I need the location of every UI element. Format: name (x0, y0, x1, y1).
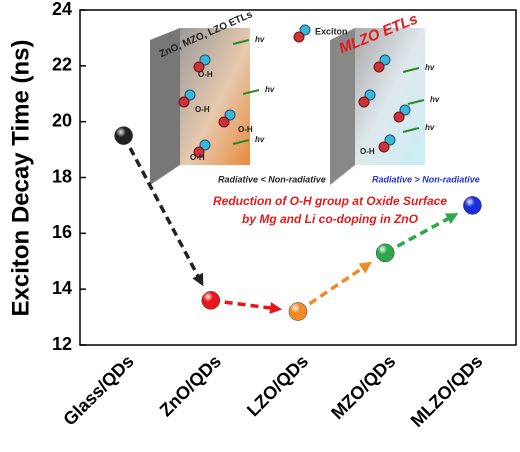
exciton-electron (379, 54, 391, 66)
trend-arrow (308, 264, 367, 306)
slab-side (150, 28, 180, 185)
photon-arrow (232, 139, 250, 145)
y-tick-label: 20 (52, 110, 72, 130)
group-label: O-H (238, 125, 253, 134)
legend-label: Exciton (315, 26, 348, 36)
right-caption: Radiative > Non-radiative (372, 174, 480, 184)
group-label: O-H (198, 70, 213, 79)
exciton-electron (199, 139, 211, 151)
point-shine (463, 196, 482, 215)
trend-arrow (224, 300, 275, 311)
arrow-head (358, 261, 372, 274)
exciton-hole (193, 146, 205, 158)
exciton-hole (178, 96, 190, 108)
arrow-head (192, 272, 204, 287)
photon-label: hv (425, 63, 435, 72)
group-label: O-H (195, 105, 210, 114)
trend-arrow (396, 215, 453, 248)
y-tick-label: 18 (52, 166, 72, 186)
exciton-electron (399, 104, 411, 116)
group-label: O-H (190, 153, 205, 162)
exciton-hole (358, 96, 370, 108)
y-tick-label: 16 (52, 222, 72, 242)
group-label: O-H (360, 147, 375, 156)
photon-arrow (242, 89, 260, 95)
x-tick-label: LZO/QDs (243, 351, 312, 420)
exciton-hole (218, 116, 230, 128)
photon-arrow (232, 39, 250, 45)
exciton-hole (378, 141, 390, 153)
photon-arrow (402, 127, 420, 133)
y-tick-label: 24 (52, 0, 72, 19)
exciton-electron (299, 24, 311, 36)
point-shine (114, 126, 133, 145)
y-tick-label: 14 (52, 278, 72, 298)
y-tick-label: 12 (52, 334, 72, 354)
exciton-electron (199, 54, 211, 66)
exciton-electron (224, 109, 236, 121)
point-shine (376, 243, 395, 262)
exciton-electron (184, 89, 196, 101)
photon-label: hv (255, 35, 265, 44)
caption-line: by Mg and Li co-doping in ZnO (242, 212, 419, 226)
photon-arrow (402, 67, 420, 73)
x-tick-label: MLZO/QDs (407, 351, 487, 431)
exciton-hole (373, 61, 385, 73)
x-tick-label: MZO/QDs (327, 351, 399, 423)
exciton-electron (364, 89, 376, 101)
y-tick-label: 22 (52, 55, 72, 75)
photon-label: hv (425, 123, 435, 132)
inset-illustration: ZnO, MZO, LZO ETLs MLZO ETLs Exciton Rad… (150, 9, 480, 226)
photon-arrow (407, 99, 425, 105)
caption-line: Reduction of O-H group at Oxide Surface (213, 194, 447, 208)
y-axis-label: Exciton Decay Time (ns) (7, 40, 34, 317)
point-shine (289, 302, 307, 321)
photon-label: hv (255, 135, 265, 144)
exciton-hole (193, 61, 205, 73)
slab-side (330, 28, 355, 185)
x-tick-label: ZnO/QDs (156, 351, 225, 420)
trend-arrow (128, 147, 202, 280)
left-caption: Radiative < Non-radiative (218, 174, 326, 184)
exciton-hole (293, 31, 305, 43)
x-tick-label: Glass/QDs (59, 351, 138, 430)
photon-label: hv (430, 95, 440, 104)
point-shine (201, 291, 220, 310)
exciton-electron (384, 134, 396, 146)
arrow-head (444, 213, 459, 225)
exciton-hole (393, 111, 405, 123)
arrow-head (269, 301, 283, 314)
photon-label: hv (265, 85, 275, 94)
